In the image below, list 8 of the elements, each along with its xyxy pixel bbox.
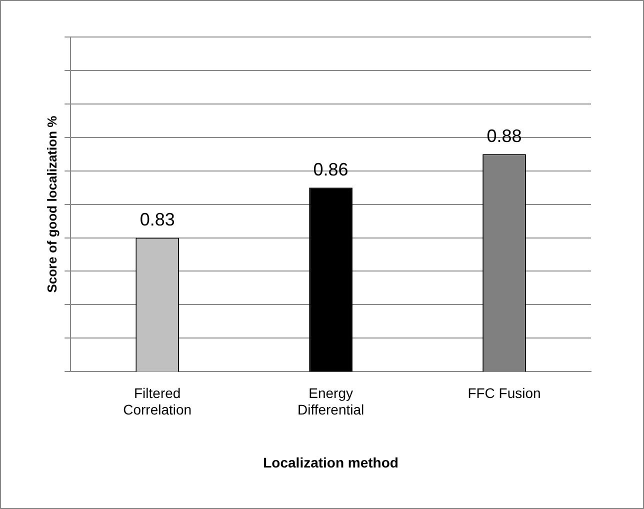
data-label: 0.86 bbox=[313, 160, 348, 180]
x-tick-label: Energy Differential bbox=[297, 384, 364, 418]
data-label: 0.88 bbox=[486, 126, 522, 146]
data-label: 0.83 bbox=[140, 210, 175, 230]
x-tick-label: Filtered Correlation bbox=[123, 384, 192, 418]
x-tick-label: FFC Fusion bbox=[468, 384, 541, 401]
y-axis-title: Score of good localization % bbox=[44, 115, 60, 293]
x-axis-title: Localization method bbox=[263, 454, 398, 470]
